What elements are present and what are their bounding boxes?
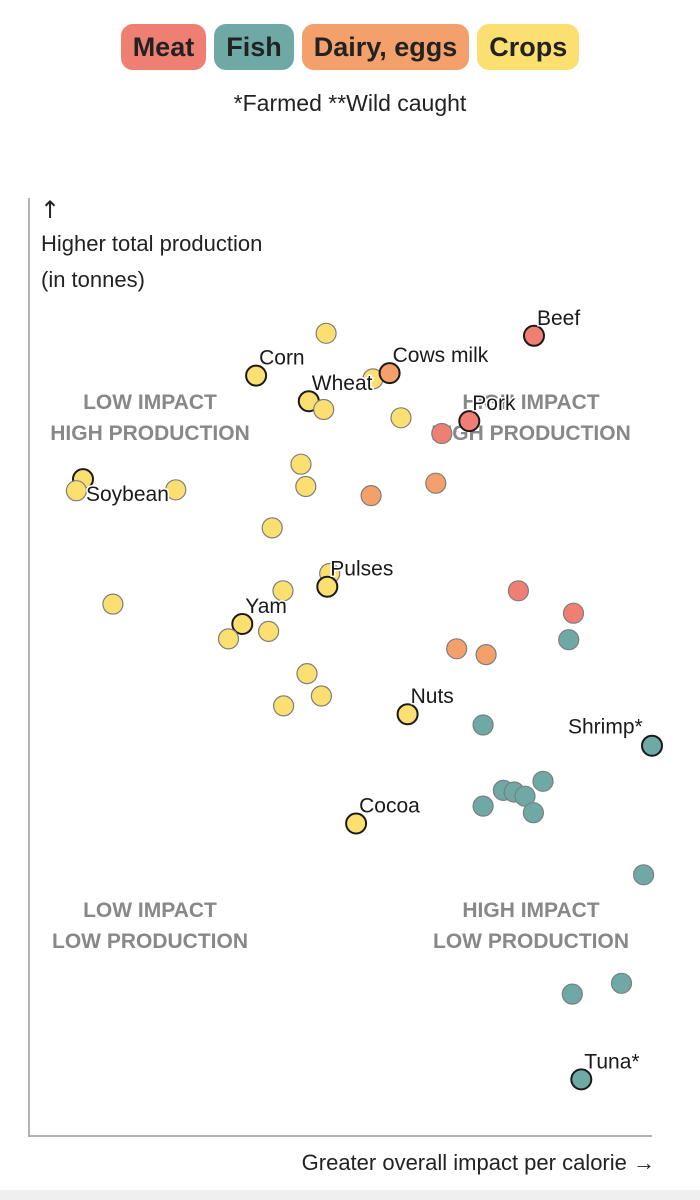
point-crops-14 — [272, 580, 294, 602]
point-dairy-eggs-4 — [475, 643, 497, 666]
point-meat-4 — [562, 602, 585, 624]
point-label-yam: Yam — [245, 595, 287, 618]
legend-chip-meat: Meat — [120, 24, 207, 70]
point-fish-9 — [632, 864, 655, 886]
point-crops-17 — [258, 620, 280, 643]
y-axis-arrow: ↑ — [40, 196, 60, 224]
point-crops-0 — [315, 322, 337, 344]
point-fish-7 — [472, 795, 494, 817]
legend-chip-dairy-eggs: Dairy, eggs — [301, 24, 470, 70]
point-label-cows-milk: Cows milk — [393, 344, 489, 367]
point-crops-11 — [261, 517, 283, 539]
data-points — [65, 322, 663, 1091]
point-crops-3 — [313, 398, 335, 421]
point-crops-18 — [217, 628, 240, 650]
point-dairy-eggs-2 — [425, 472, 447, 494]
point-crops-23 — [345, 812, 368, 835]
legend-note: *Farmed **Wild caught — [233, 90, 467, 116]
point-crops-13 — [316, 575, 339, 598]
point-meat-1 — [458, 410, 481, 433]
quadrant-br-line-1: HIGH IMPACT — [462, 899, 599, 922]
point-crops-7 — [295, 475, 317, 498]
point-crops-15 — [102, 593, 124, 615]
y-axis-label-line-2: (in tonnes) — [41, 267, 145, 292]
point-crops-16 — [231, 613, 254, 635]
point-label-soybean: Soybean — [86, 483, 169, 506]
quadrant-tr-line-2: HIGH PRODUCTION — [431, 422, 631, 445]
data-labels: Corn Wheat Soybean Pulses Yam Nuts Cocoa Cows m… — [85, 305, 645, 1075]
point-fish-10 — [610, 972, 633, 994]
point-crops-5 — [390, 407, 412, 429]
point-label-pork: Pork — [472, 392, 516, 415]
point-meat-0 — [523, 324, 545, 347]
point-fish-0 — [558, 629, 580, 651]
point-label-corn: Corn — [259, 347, 305, 370]
legend-chip-crops: Crops — [477, 24, 580, 70]
legend: Meat Fish Dairy, eggs Crops — [0, 24, 700, 70]
point-dairy-eggs-1 — [360, 485, 382, 507]
point-crops-10 — [165, 479, 187, 501]
point-label-nuts: Nuts — [411, 685, 454, 708]
point-fish-8 — [522, 802, 545, 824]
bottom-strip — [0, 1190, 700, 1200]
point-crops-21 — [273, 695, 295, 717]
point-label-tuna: Tuna* — [584, 1050, 639, 1073]
point-meat-3 — [507, 580, 530, 602]
point-fish-2 — [641, 734, 663, 757]
quadrant-tl-line-2: HIGH PRODUCTION — [50, 422, 250, 445]
point-dairy-eggs-0 — [378, 362, 401, 385]
x-axis-label: Greater overall impact per calorie → — [302, 1150, 655, 1175]
quadrant-bl-line-1: LOW IMPACT — [83, 899, 217, 922]
point-crops-6 — [290, 453, 312, 475]
point-fish-11 — [561, 983, 583, 1005]
point-dairy-eggs-3 — [446, 638, 468, 660]
quadrant-bl-line-2: LOW PRODUCTION — [52, 930, 248, 953]
point-crops-9 — [65, 480, 88, 502]
quadrant-tr-line-1: HIGH IMPACT — [462, 391, 599, 414]
point-fish-1 — [472, 714, 494, 736]
point-label-cocoa: Cocoa — [359, 795, 420, 818]
quadrant-br-line-2: LOW PRODUCTION — [433, 930, 629, 953]
y-axis-label-line-1: Higher total production — [41, 231, 262, 256]
point-meat-2 — [431, 422, 453, 445]
point-label-wheat: Wheat — [312, 372, 373, 395]
point-fish-12 — [570, 1068, 593, 1091]
point-crops-22 — [396, 703, 419, 726]
point-label-pulses: Pulses — [330, 558, 393, 581]
point-crops-20 — [310, 685, 332, 707]
point-crops-19 — [296, 662, 318, 685]
point-label-beef: Beef — [537, 307, 580, 330]
point-crops-1 — [245, 364, 268, 387]
legend-chip-fish: Fish — [214, 24, 294, 70]
quadrant-tl-line-1: LOW IMPACT — [83, 391, 217, 414]
point-label-shrimp: Shrimp* — [568, 716, 643, 739]
point-fish-3 — [532, 770, 554, 792]
point-fish-6 — [514, 785, 536, 807]
